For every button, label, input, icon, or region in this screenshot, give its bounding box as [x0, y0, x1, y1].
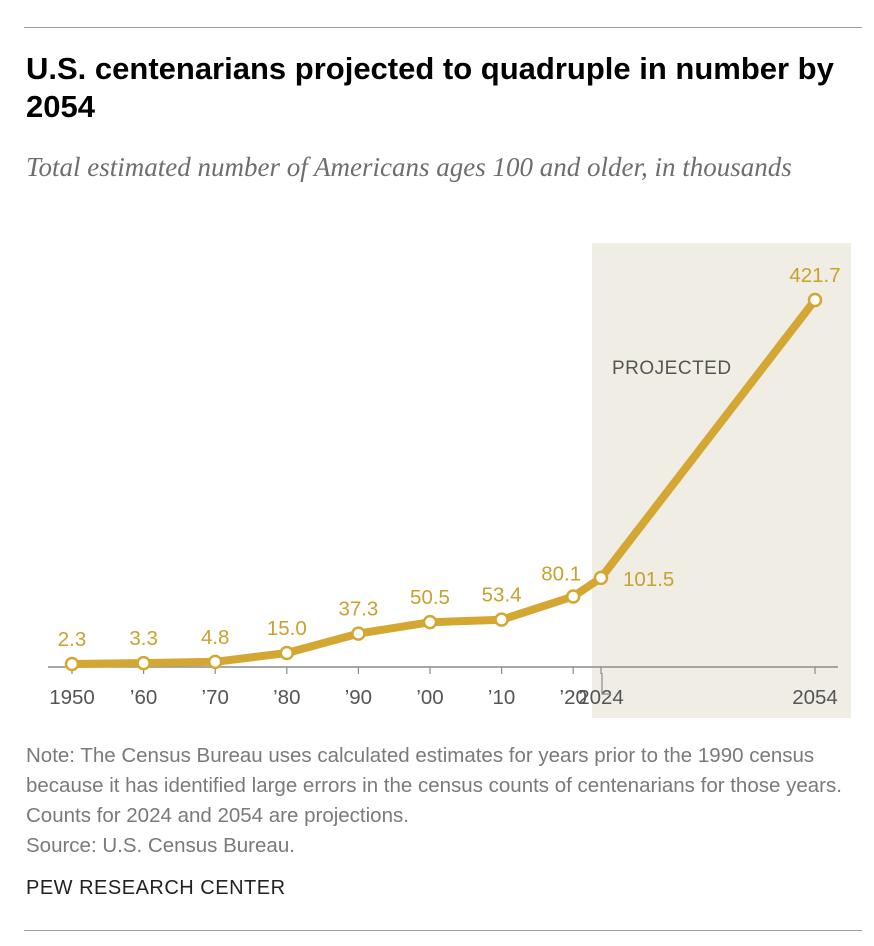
x-tick-label: 1950 — [49, 686, 95, 709]
x-tick-label: ’90 — [345, 686, 372, 709]
data-point — [565, 589, 581, 604]
data-label: 80.1 — [541, 562, 581, 585]
projection-bracket — [601, 673, 611, 695]
x-tick-label: ’00 — [416, 686, 443, 709]
data-point — [351, 626, 366, 641]
chart-subtitle: Total estimated number of Americans ages… — [26, 152, 792, 182]
x-tick-label: ’20 — [560, 686, 587, 709]
data-point — [807, 292, 823, 308]
note-text: Note: The Census Bureau uses calculated … — [26, 744, 842, 827]
data-point — [422, 614, 438, 630]
data-point — [136, 655, 151, 671]
data-label: 50.5 — [410, 586, 450, 609]
chart-title: U.S. centenarians projected to quadruple… — [26, 51, 834, 124]
data-label: 2.3 — [58, 628, 87, 651]
series-line — [68, 296, 819, 668]
x-tick-label: ’70 — [202, 686, 229, 709]
data-label: 15.0 — [267, 617, 307, 640]
data-label: 3.3 — [129, 627, 158, 650]
bottom-rule — [24, 930, 862, 931]
data-label: 421.7 — [789, 264, 840, 287]
data-label: 101.5 — [623, 568, 674, 591]
brand-label: PEW RESEARCH CENTER — [26, 877, 286, 899]
data-point — [207, 654, 223, 670]
data-label: 53.4 — [482, 584, 522, 607]
data-point — [279, 645, 295, 661]
source-text: Source: U.S. Census Bureau. — [26, 834, 295, 857]
x-tick-label: ’60 — [130, 686, 157, 709]
data-point — [593, 570, 609, 586]
top-rule — [24, 27, 862, 28]
x-tick-label: ’10 — [488, 686, 515, 709]
x-tick-label: 2024 — [578, 686, 624, 709]
data-point — [64, 656, 80, 672]
data-label: 4.8 — [201, 626, 230, 649]
chart-notes: Note: The Census Bureau uses calculated … — [26, 741, 866, 861]
x-tick-label: 2054 — [792, 686, 838, 709]
projected-label: PROJECTED — [612, 358, 732, 379]
x-tick-label: ’80 — [273, 686, 300, 709]
data-label: 37.3 — [338, 598, 378, 621]
data-point — [494, 612, 509, 627]
projected-region — [592, 243, 851, 718]
